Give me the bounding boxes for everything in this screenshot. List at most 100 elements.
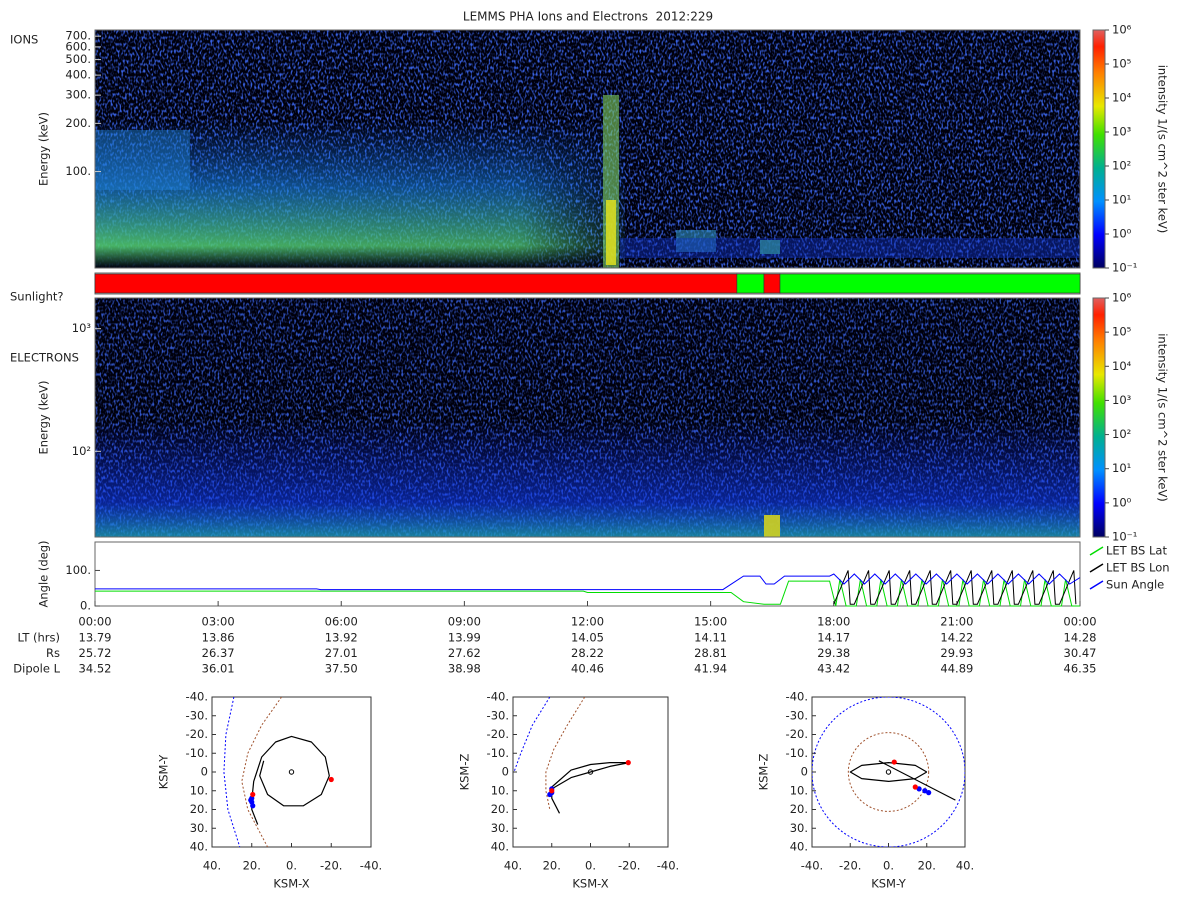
y-tick-label: 40. xyxy=(190,840,208,854)
position-marker xyxy=(549,788,555,794)
colorbar-tick-label: 10⁶ xyxy=(1112,23,1132,37)
chart-title: LEMMS PHA Ions and Electrons 2012:229 xyxy=(463,10,713,24)
colorbar-tick-label: 10³ xyxy=(1112,125,1132,139)
table-cell: 46.35 xyxy=(1064,662,1097,676)
table-cell: 14.05 xyxy=(571,631,604,645)
boundary-circle xyxy=(847,732,930,812)
table-cell: 36.01 xyxy=(202,662,235,676)
colorbar-label: intensity 1/(s cm^2 ster keV) xyxy=(1156,65,1170,234)
y-axis-label: Energy (keV) xyxy=(37,112,51,186)
boundary-curve xyxy=(223,697,241,847)
table-cell: 14.22 xyxy=(940,631,973,645)
legend-label: Sun Angle xyxy=(1106,578,1164,592)
y-tick-label: 0. xyxy=(80,599,91,613)
x-tick-label: 03:00 xyxy=(202,615,235,629)
colorbar-tick-label: 10¹ xyxy=(1112,461,1131,475)
table-cell: 41.94 xyxy=(694,662,727,676)
x-axis-label: KSM-X xyxy=(572,877,608,891)
x-tick-label: 0. xyxy=(883,859,894,873)
y-tick-label: -40. xyxy=(487,690,509,704)
table-cell: 44.89 xyxy=(940,662,973,676)
orbit-plot: 40. 20. 0. -20. -40. -40. -30. -20. -10. 0 10. 20. 3… xyxy=(458,690,680,891)
table-cell: 28.81 xyxy=(694,646,727,660)
y-tick-label: 300. xyxy=(65,88,91,102)
table-cell: 37.50 xyxy=(325,662,358,676)
colorbar xyxy=(1092,297,1106,538)
x-tick-label: 20. xyxy=(918,859,936,873)
y-tick-label: 10² xyxy=(72,444,91,458)
table-cell: 27.01 xyxy=(325,646,358,660)
row-label: LT (hrs) xyxy=(18,631,61,645)
colorbar-tick-label: 10⁰ xyxy=(1112,227,1132,241)
position-marker xyxy=(328,776,334,783)
y-tick-label: 500. xyxy=(65,52,91,66)
legend-label: LET BS Lon xyxy=(1106,561,1170,575)
colorbar-tick-label: 10⁴ xyxy=(1112,359,1132,373)
y-tick-label: 600. xyxy=(65,39,91,53)
legend-swatch xyxy=(1089,580,1104,590)
trajectory xyxy=(251,735,330,825)
x-tick-label: -40. xyxy=(657,859,679,873)
colorbar-tick-label: 10² xyxy=(1112,427,1131,441)
position-marker xyxy=(250,791,256,798)
colorbar-tick-label: 10⁻¹ xyxy=(1112,261,1137,275)
x-tick-label: 18:00 xyxy=(817,615,850,629)
position-marker xyxy=(891,759,897,765)
y-tick-label: -30. xyxy=(186,708,208,722)
y-tick-label: 400. xyxy=(65,68,91,82)
y-tick-label: -40. xyxy=(186,690,208,704)
x-tick-label: 20. xyxy=(243,859,261,873)
y-tick-label: -20. xyxy=(786,727,808,741)
table-cell: 30.47 xyxy=(1064,646,1097,660)
legend-swatch xyxy=(1089,563,1104,573)
y-tick-label: -20. xyxy=(487,727,509,741)
x-tick-label: 40. xyxy=(203,859,221,873)
position-marker xyxy=(625,760,631,766)
panel-frame xyxy=(94,29,1081,269)
spectrogram-texture xyxy=(95,298,1080,537)
y-tick-label: 40. xyxy=(790,840,808,854)
table-cell: 43.42 xyxy=(817,662,850,676)
y-axis-label: Energy (keV) xyxy=(37,380,51,454)
panel-frame xyxy=(94,297,1081,538)
row-label: Rs xyxy=(46,646,60,660)
planet xyxy=(288,769,295,775)
table-cell: 13.79 xyxy=(79,631,112,645)
sunlight-segment xyxy=(763,273,781,294)
x-tick-label: 0. xyxy=(585,859,596,873)
table-cell: 26.37 xyxy=(202,646,235,660)
orbit-plot: -40. -20. 0. 20. 40. -40. -30. -20. -10. 0 10. 20. 3… xyxy=(757,690,975,891)
x-tick-label: -40. xyxy=(801,859,823,873)
y-tick-label: 10. xyxy=(790,783,808,797)
x-tick-label: 06:00 xyxy=(325,615,358,629)
x-tick-label: -20. xyxy=(320,859,342,873)
table-cell: 38.98 xyxy=(448,662,481,676)
trajectory xyxy=(849,761,928,783)
plot-frame xyxy=(211,696,372,848)
orbit-plot: 40. 20. 0. -20. -40. -40. -30. -20. -10. 0 10. 20. 3… xyxy=(157,690,383,891)
y-tick-label: -20. xyxy=(186,727,208,741)
x-axis-label: KSM-Y xyxy=(871,877,907,891)
y-tick-label: 10³ xyxy=(72,321,92,335)
table-cell: 27.62 xyxy=(448,646,481,660)
legend-swatch xyxy=(1089,546,1104,556)
colorbar-tick-label: 10⁻¹ xyxy=(1112,530,1137,544)
colorbar-tick-label: 10³ xyxy=(1112,393,1132,407)
y-tick-label: -10. xyxy=(186,746,208,760)
y-tick-label: 10. xyxy=(491,783,509,797)
y-tick-label: 20. xyxy=(790,802,808,816)
plot-area xyxy=(513,697,631,814)
boundary-curve xyxy=(241,697,283,847)
colorbar xyxy=(1092,29,1106,269)
y-tick-label: 40. xyxy=(491,840,509,854)
x-tick-label: 0. xyxy=(286,859,297,873)
y-tick-label: 10. xyxy=(190,783,208,797)
y-tick-label: 0 xyxy=(201,765,208,779)
row-label: Dipole L xyxy=(13,662,60,676)
x-tick-label: 15:00 xyxy=(694,615,727,629)
table-cell: 13.99 xyxy=(448,631,481,645)
colorbar-label: intensity 1/(s cm^2 ster keV) xyxy=(1156,333,1170,502)
x-tick-label: 40. xyxy=(504,859,522,873)
